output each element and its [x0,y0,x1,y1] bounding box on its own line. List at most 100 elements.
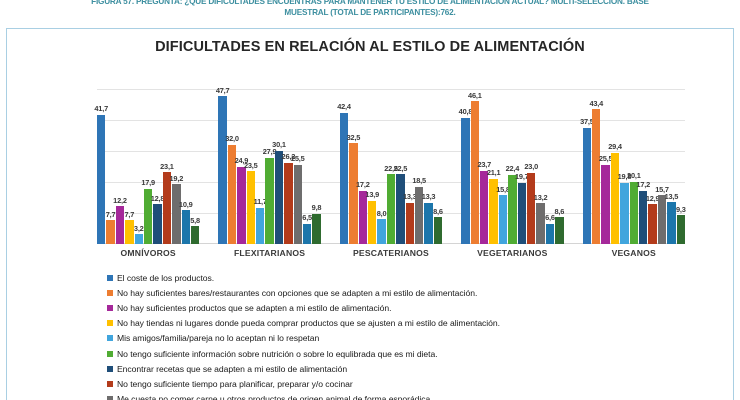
bar[interactable] [667,202,676,244]
bar-slot[interactable]: 17,2 [636,89,650,244]
bar-slot[interactable]: 12,2 [113,89,127,244]
bar-slot[interactable]: 25,5 [291,89,305,244]
bar-slot[interactable]: 3,2 [134,89,144,244]
bar[interactable] [629,181,639,244]
bar-slot[interactable]: 11,7 [254,89,267,244]
bar-slot[interactable]: 21,1 [487,89,501,244]
bar-slot[interactable]: 7,7 [106,89,116,244]
legend-item[interactable]: No hay tiendas ni lugares donde pueda co… [107,316,707,331]
bar-slot[interactable]: 15,8 [496,89,510,244]
bar-slot[interactable]: 9,8 [312,89,322,244]
legend-item[interactable]: Encontrar recetas que se adapten a mi es… [107,361,707,376]
bar-slot[interactable]: 8,0 [377,89,387,244]
bar-slot[interactable]: 13,2 [534,89,548,244]
bar[interactable] [339,112,349,244]
bar[interactable] [582,127,592,244]
legend-item[interactable]: Mis amigos/familia/pareja no lo aceptan … [107,331,707,346]
bar[interactable] [284,162,293,244]
bar-slot[interactable]: 23,5 [244,89,258,244]
bar[interactable] [358,190,368,244]
bar-slot[interactable]: 7,7 [125,89,134,244]
legend-item[interactable]: No tengo suficiente información sobre nu… [107,346,707,361]
bar[interactable] [601,164,610,244]
bar[interactable] [377,219,386,244]
bar[interactable] [470,101,480,244]
legend-item[interactable]: Me cuesta no comer carne u otros product… [107,392,707,400]
bar[interactable] [489,178,498,244]
bar-slot[interactable]: 23,0 [524,89,538,244]
bar[interactable] [312,213,321,244]
bar-slot[interactable]: 10,9 [179,89,193,244]
bar[interactable] [639,190,648,244]
bar-slot[interactable]: 19,7 [515,89,529,244]
bar[interactable] [657,195,667,244]
bar[interactable] [517,182,526,244]
bar[interactable] [461,117,470,244]
bar-slot[interactable]: 26,2 [282,89,295,244]
bar-slot[interactable]: 23,7 [477,89,491,244]
bar[interactable] [349,143,358,244]
bar[interactable] [414,186,424,244]
bar-slot[interactable]: 20,1 [627,89,641,244]
bar[interactable] [610,152,620,244]
bar[interactable] [592,109,601,244]
bar-slot[interactable]: 17,9 [141,89,155,244]
bar-slot[interactable]: 29,4 [608,89,622,244]
bar-slot[interactable]: 17,2 [356,89,370,244]
bar-slot[interactable]: 27,9 [263,89,277,244]
bar[interactable] [115,206,125,244]
bar-slot[interactable]: 32,5 [347,89,360,244]
bar-slot[interactable]: 37,5 [580,89,594,244]
bar-slot[interactable]: 6,5 [302,89,312,244]
bar-slot[interactable]: 22,4 [506,89,519,244]
bar[interactable] [153,204,162,244]
bar-slot[interactable]: 47,7 [216,86,230,244]
bar-slot[interactable]: 41,7 [94,89,108,244]
bar-slot[interactable]: 23,1 [160,89,174,244]
bar[interactable] [227,144,237,244]
bar[interactable] [536,203,545,244]
bar[interactable] [181,210,190,244]
bar[interactable] [648,204,657,244]
bar-slot[interactable]: 15,7 [655,89,669,244]
bar-slot[interactable]: 9,3 [676,89,686,244]
bar-slot[interactable]: 8,6 [433,89,443,244]
legend-item[interactable]: El coste de los productos. [107,270,707,285]
bar[interactable] [218,96,227,244]
bar-slot[interactable]: 6,6 [545,89,555,244]
bar[interactable] [97,114,106,244]
bar-slot[interactable]: 22,5 [384,89,398,244]
bar-slot[interactable]: 12,8 [151,89,165,244]
bar-slot[interactable]: 42,4 [337,89,351,244]
bar-slot[interactable]: 25,5 [599,89,613,244]
bar-slot[interactable]: 12,9 [646,89,660,244]
bar-slot[interactable]: 13,5 [665,89,678,244]
bar[interactable] [676,215,685,244]
bar-slot[interactable]: 40,8 [459,89,472,244]
bar[interactable] [405,202,414,244]
bar[interactable] [143,188,153,244]
bar[interactable] [125,220,134,244]
bar-slot[interactable]: 18,5 [412,89,426,244]
bar-slot[interactable]: 13,3 [422,89,436,244]
bar-slot[interactable]: 32,0 [225,89,239,244]
bar[interactable] [545,223,555,244]
bar[interactable] [190,226,200,244]
bar[interactable] [162,172,172,244]
bar[interactable] [480,170,489,244]
bar-slot[interactable]: 24,9 [235,89,248,244]
bar-slot[interactable]: 19,8 [618,89,631,244]
bar-slot[interactable]: 5,8 [190,89,200,244]
bar[interactable] [396,174,405,244]
bar[interactable] [498,195,508,244]
bar[interactable] [274,150,284,244]
bar-slot[interactable]: 13,3 [403,89,417,244]
bar[interactable] [246,171,255,244]
bar[interactable] [433,217,443,244]
bar-slot[interactable]: 19,2 [170,89,183,244]
bar[interactable] [172,184,181,244]
bar[interactable] [555,217,564,244]
bar[interactable] [293,164,302,244]
bar[interactable] [134,234,143,244]
legend-item[interactable]: No hay suficientes productos que se adap… [107,300,707,315]
